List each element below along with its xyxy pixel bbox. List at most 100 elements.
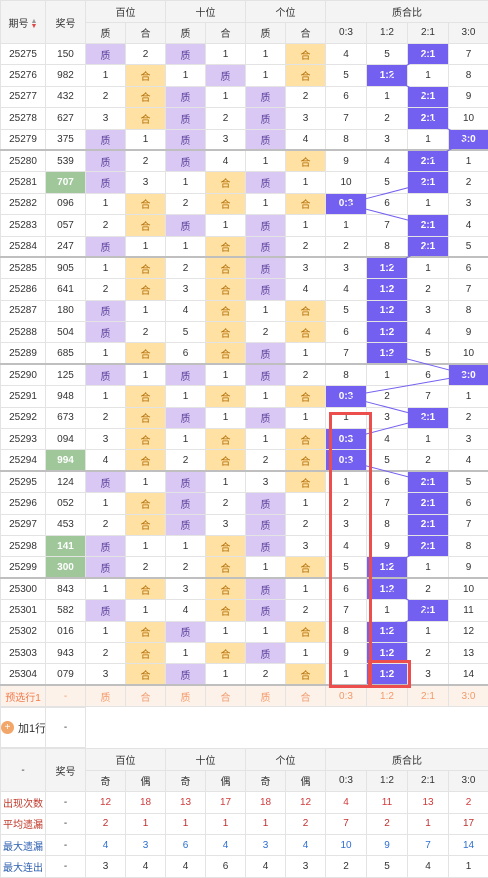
ratio-cell: 7 bbox=[326, 600, 367, 621]
ratio-cell: 1 bbox=[408, 557, 449, 578]
ratio-cell: 2:1 bbox=[408, 535, 449, 556]
ratio-cell: 2 bbox=[326, 236, 367, 257]
period-header[interactable]: 期号▲▼ bbox=[1, 1, 46, 44]
period-cell: 25288 bbox=[1, 322, 46, 343]
period-cell: 25275 bbox=[1, 44, 46, 65]
predict-ratio-option[interactable]: 3:0 bbox=[449, 685, 488, 706]
digit-cell: 2 bbox=[126, 150, 166, 171]
ratio-cell: 7 bbox=[367, 215, 408, 236]
stats-value: 7 bbox=[408, 834, 449, 855]
number-cell: 125 bbox=[46, 364, 86, 385]
ratio-cell: 1:2 bbox=[367, 621, 408, 642]
stats-value: 4 bbox=[206, 834, 246, 855]
digit-cell: 质 bbox=[246, 642, 286, 663]
number-cell: 150 bbox=[46, 44, 86, 65]
sub-header-he: 合 bbox=[286, 22, 326, 44]
stats-sub-odd: 奇 bbox=[86, 770, 126, 792]
digit-cell: 质 bbox=[166, 86, 206, 107]
digit-cell: 3 bbox=[286, 108, 326, 129]
ratio-cell: 6 bbox=[326, 322, 367, 343]
predict-digit-option[interactable]: 合 bbox=[126, 685, 166, 706]
digit-cell: 合 bbox=[206, 429, 246, 450]
stats-value: 1 bbox=[408, 813, 449, 834]
predict-digit-option[interactable]: 质 bbox=[86, 685, 126, 706]
add-row-button[interactable]: + 加1行 bbox=[1, 720, 46, 736]
ratio-cell: 8 bbox=[326, 621, 367, 642]
group-header-hundreds: 百位 bbox=[86, 1, 166, 23]
predict-digit-option[interactable]: 合 bbox=[206, 685, 246, 706]
ratio-cell: 3 bbox=[408, 300, 449, 321]
ratio-cell: 3:0 bbox=[449, 129, 488, 150]
period-cell: 25279 bbox=[1, 129, 46, 150]
number-cell: 375 bbox=[46, 129, 86, 150]
group-header-tens: 十位 bbox=[166, 1, 246, 23]
predict-digit-option[interactable]: 质 bbox=[246, 685, 286, 706]
sort-icon[interactable]: ▲▼ bbox=[31, 19, 38, 29]
stats-value: 3 bbox=[86, 856, 126, 877]
digit-cell: 合 bbox=[206, 578, 246, 599]
ratio-cell: 9 bbox=[326, 642, 367, 663]
digit-cell: 合 bbox=[126, 279, 166, 300]
ratio-header-30: 3:0 bbox=[449, 22, 488, 44]
digit-cell: 合 bbox=[206, 386, 246, 407]
stats-value: 2 bbox=[86, 813, 126, 834]
ratio-cell: 2 bbox=[326, 493, 367, 514]
digit-cell: 2 bbox=[286, 86, 326, 107]
number-cell: 673 bbox=[46, 407, 86, 428]
digit-cell: 1 bbox=[286, 642, 326, 663]
digit-cell: 质 bbox=[86, 600, 126, 621]
digit-cell: 2 bbox=[286, 364, 326, 385]
predict-digit-option[interactable]: 质 bbox=[166, 685, 206, 706]
ratio-cell: 1:2 bbox=[367, 322, 408, 343]
stats-sub-even: 偶 bbox=[206, 770, 246, 792]
ratio-cell: 1 bbox=[408, 193, 449, 214]
digit-cell: 质 bbox=[86, 322, 126, 343]
ratio-cell: 2 bbox=[367, 386, 408, 407]
digit-cell: 合 bbox=[286, 386, 326, 407]
predict-ratio-option[interactable]: 1:2 bbox=[367, 685, 408, 706]
digit-cell: 2 bbox=[246, 664, 286, 685]
digit-cell: 质 bbox=[86, 150, 126, 171]
plus-icon: + bbox=[1, 721, 14, 734]
predict-digit-option[interactable]: 合 bbox=[286, 685, 326, 706]
stats-sub-even: 偶 bbox=[286, 770, 326, 792]
digit-cell: 质 bbox=[86, 172, 126, 193]
add-row-cell[interactable]: + 加1行 bbox=[1, 708, 46, 748]
digit-cell: 1 bbox=[86, 65, 126, 86]
period-cell: 25295 bbox=[1, 471, 46, 492]
digit-cell: 质 bbox=[166, 129, 206, 150]
ratio-cell: 5 bbox=[449, 471, 488, 492]
digit-cell: 合 bbox=[126, 514, 166, 535]
digit-cell: 2 bbox=[166, 193, 206, 214]
stats-value: 3 bbox=[126, 834, 166, 855]
number-cell: 539 bbox=[46, 150, 86, 171]
ratio-cell: 7 bbox=[408, 386, 449, 407]
predict-ratio-option[interactable]: 2:1 bbox=[408, 685, 449, 706]
ratio-cell: 5 bbox=[326, 65, 367, 86]
digit-cell: 1 bbox=[166, 172, 206, 193]
stats-value: 3 bbox=[246, 834, 286, 855]
digit-cell: 1 bbox=[86, 386, 126, 407]
stats-value: 7 bbox=[326, 813, 367, 834]
ratio-cell: 1:2 bbox=[367, 300, 408, 321]
digit-cell: 1 bbox=[126, 535, 166, 556]
ratio-cell: 3 bbox=[449, 429, 488, 450]
predict-ratio-option[interactable]: 0:3 bbox=[326, 685, 367, 706]
predict-number: - bbox=[46, 685, 86, 706]
digit-cell: 1 bbox=[166, 65, 206, 86]
stats-value: 1 bbox=[449, 856, 488, 877]
ratio-cell: 5 bbox=[408, 343, 449, 364]
stats-value: 4 bbox=[246, 856, 286, 877]
digit-cell: 合 bbox=[286, 664, 326, 685]
digit-cell: 3 bbox=[206, 129, 246, 150]
number-cell: 453 bbox=[46, 514, 86, 535]
digit-cell: 1 bbox=[286, 343, 326, 364]
ratio-cell: 2 bbox=[449, 172, 488, 193]
ratio-cell: 3:0 bbox=[449, 364, 488, 385]
period-cell: 25289 bbox=[1, 343, 46, 364]
ratio-cell: 7 bbox=[367, 493, 408, 514]
